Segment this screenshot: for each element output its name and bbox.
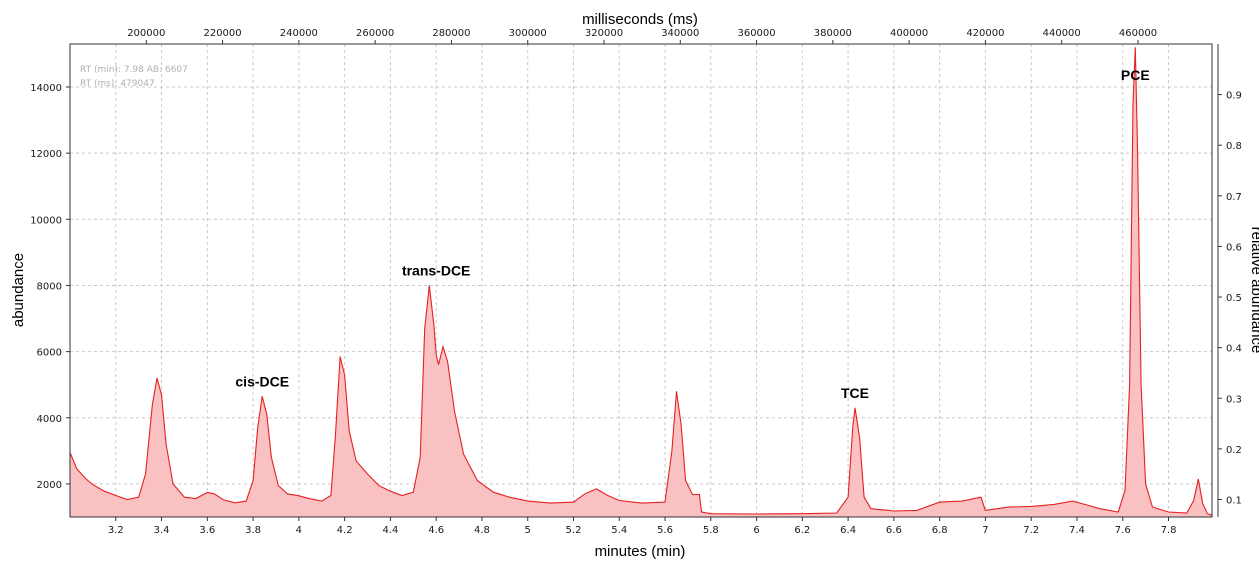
y2-tick-label: 0.7 <box>1226 192 1242 203</box>
x-tick-label: 3.2 <box>108 525 124 536</box>
x-tick-label: 5.4 <box>611 525 627 536</box>
x-tick-label: 6.8 <box>932 525 948 536</box>
x-tick-label: 4.8 <box>474 525 490 536</box>
x-tick-label: 5.2 <box>566 525 582 536</box>
x-tick-label: 3.4 <box>154 525 170 536</box>
x-tick-label: 4.2 <box>337 525 353 536</box>
x-top-tick-label: 440000 <box>1043 28 1081 39</box>
peak-labels: cis-DCE trans-DCE TCE PCE <box>235 67 1149 401</box>
x-top-tick-label: 280000 <box>432 28 470 39</box>
cursor-readout-line1: RT (min): 7.98 AB: 6607 <box>80 65 188 75</box>
y2-tick-label: 0.2 <box>1226 445 1242 456</box>
peak-label: PCE <box>1121 67 1150 83</box>
x-tick-label: 7.8 <box>1161 525 1177 536</box>
x-top-tick-label: 320000 <box>585 28 623 39</box>
x-top-axis-ticks: 200000 220000 240000 260000 280000 300000 3200… <box>127 28 1157 44</box>
x-top-tick-label: 360000 <box>737 28 775 39</box>
y-tick-label: 10000 <box>30 215 62 226</box>
x-tick-label: 7.6 <box>1115 525 1131 536</box>
x-tick-label: 6.4 <box>840 525 856 536</box>
y2-tick-label: 0.5 <box>1226 293 1242 304</box>
peak-label: trans-DCE <box>402 262 470 278</box>
x-top-tick-label: 200000 <box>127 28 165 39</box>
x-tick-label: 5.6 <box>657 525 673 536</box>
x-tick-label: 4.6 <box>428 525 444 536</box>
x-tick-label: 6.2 <box>794 525 810 536</box>
x-top-tick-label: 380000 <box>814 28 852 39</box>
x-top-tick-label: 240000 <box>280 28 318 39</box>
x-tick-label: 6 <box>753 525 759 536</box>
x-tick-label: 5.8 <box>703 525 719 536</box>
x-tick-label: 4 <box>296 525 302 536</box>
y2-tick-label: 0.4 <box>1226 344 1242 355</box>
x-top-tick-label: 340000 <box>661 28 699 39</box>
y2-tick-label: 0.3 <box>1226 394 1242 405</box>
x-tick-label: 7 <box>982 525 988 536</box>
y-tick-label: 4000 <box>37 414 62 425</box>
x-top-tick-label: 460000 <box>1119 28 1157 39</box>
y2-tick-label: 0.8 <box>1226 141 1242 152</box>
x-top-axis-title: milliseconds (ms) <box>582 11 698 28</box>
x-top-tick-label: 420000 <box>966 28 1004 39</box>
x-axis-ticks: 3.2 3.4 3.6 3.8 4 4.2 4.4 4.6 4.8 5 5.2 5.4 5.6 5.8 6 6… <box>108 517 1177 536</box>
signal-area <box>70 47 1212 518</box>
y2-axis-title: relative abundance <box>1248 227 1259 354</box>
grid-lines <box>70 44 1212 517</box>
x-top-tick-label: 220000 <box>203 28 241 39</box>
plot-frame <box>69 43 1213 518</box>
y2-tick-label: 0.9 <box>1226 91 1242 102</box>
x-tick-label: 7.2 <box>1023 525 1039 536</box>
y-tick-label: 14000 <box>30 83 62 94</box>
x-axis-title: minutes (min) <box>595 543 686 560</box>
cursor-readout-line2: RT (ms): 479047 <box>80 79 155 89</box>
y2-tick-label: 0.1 <box>1226 495 1242 506</box>
y-axis-ticks: 2000 4000 6000 8000 10000 12000 14000 <box>30 83 70 491</box>
y2-tick-label: 0.6 <box>1226 242 1242 253</box>
x-tick-label: 3.8 <box>245 525 261 536</box>
x-top-tick-label: 300000 <box>509 28 547 39</box>
x-tick-label: 7.4 <box>1069 525 1085 536</box>
peak-label: cis-DCE <box>235 373 289 389</box>
x-tick-label: 4.4 <box>382 525 398 536</box>
y2-axis-ticks: 0.1 0.2 0.3 0.4 0.5 0.6 0.7 0.8 0.9 <box>1218 91 1242 506</box>
signal-line <box>69 47 1213 516</box>
y-tick-label: 12000 <box>30 149 62 160</box>
x-tick-label: 3.6 <box>199 525 215 536</box>
x-tick-label: 5 <box>525 525 531 536</box>
x-tick-label: 6.6 <box>886 525 902 536</box>
x-top-tick-label: 400000 <box>890 28 928 39</box>
x-top-tick-label: 260000 <box>356 28 394 39</box>
y-tick-label: 2000 <box>37 480 62 491</box>
y-tick-label: 6000 <box>37 348 62 359</box>
y-tick-label: 8000 <box>37 281 62 292</box>
peak-label: TCE <box>841 385 869 401</box>
y-axis-title: abundance <box>10 253 27 327</box>
